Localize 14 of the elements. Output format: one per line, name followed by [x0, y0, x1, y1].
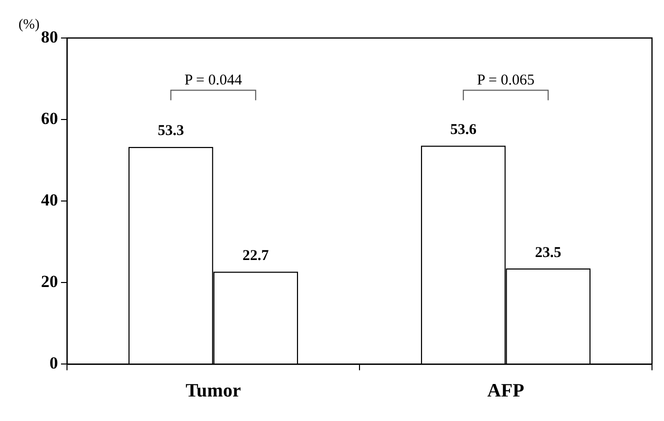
x-tick-label: AFP: [487, 380, 525, 402]
y-tick-label: 60: [41, 108, 58, 128]
y-axis-title: (%): [18, 18, 40, 33]
data-label: 53.6: [450, 122, 477, 138]
data-label: 23.5: [535, 244, 562, 261]
annotation: P = 0.044: [184, 72, 242, 89]
y-tick-label: 20: [41, 272, 58, 292]
annotation: P = 0.065: [477, 72, 534, 89]
x-tick-label: Tumor: [186, 380, 242, 402]
data-label: 22.7: [242, 248, 270, 264]
data-label: 53.3: [158, 123, 184, 140]
y-tick-label: 80: [41, 27, 58, 46]
y-tick-label: 40: [41, 190, 58, 210]
y-tick-label: 0: [50, 354, 58, 373]
